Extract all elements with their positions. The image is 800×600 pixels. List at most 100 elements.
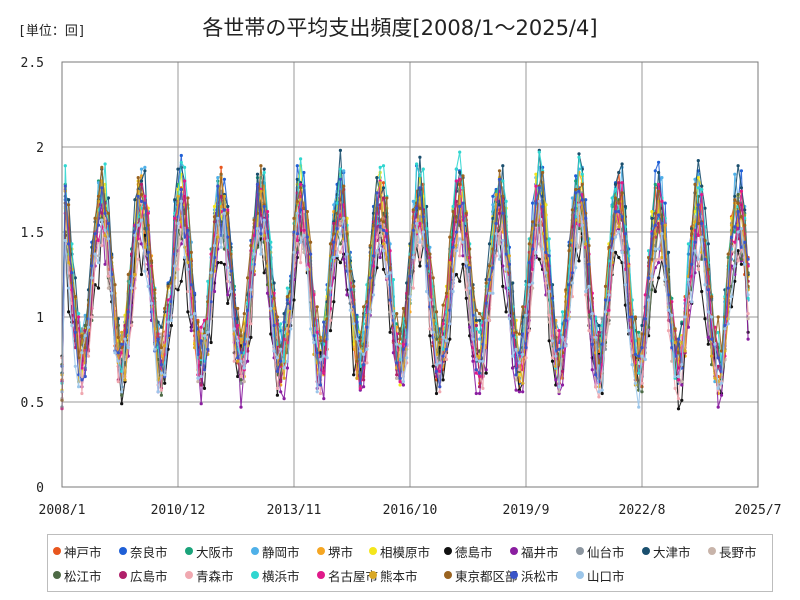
data-point bbox=[318, 339, 323, 343]
data-point bbox=[501, 164, 505, 168]
data-point bbox=[332, 300, 336, 304]
data-point bbox=[464, 211, 468, 215]
data-point bbox=[454, 249, 458, 253]
data-point bbox=[116, 359, 120, 363]
data-point bbox=[603, 310, 608, 314]
data-point bbox=[511, 281, 515, 285]
data-point bbox=[189, 250, 193, 254]
data-point bbox=[418, 206, 422, 210]
data-point bbox=[378, 225, 382, 229]
data-point bbox=[252, 252, 256, 256]
data-point bbox=[285, 359, 289, 363]
data-point bbox=[415, 162, 419, 166]
data-point bbox=[272, 281, 276, 285]
data-point bbox=[418, 215, 422, 219]
data-point bbox=[451, 210, 455, 214]
data-point bbox=[67, 310, 71, 314]
data-point bbox=[733, 194, 737, 198]
data-point bbox=[680, 322, 684, 326]
legend-label: 広島市 bbox=[130, 568, 168, 584]
data-point bbox=[83, 334, 87, 338]
data-point bbox=[322, 371, 326, 375]
data-point bbox=[149, 259, 154, 263]
data-point bbox=[487, 278, 492, 282]
data-point bbox=[487, 318, 492, 322]
data-point bbox=[398, 344, 402, 348]
data-point bbox=[318, 383, 323, 387]
data-point bbox=[130, 286, 134, 290]
data-point bbox=[478, 330, 482, 334]
y-tick-label: 0 bbox=[36, 481, 44, 496]
data-point bbox=[743, 223, 747, 227]
data-point bbox=[133, 233, 137, 237]
data-point bbox=[328, 286, 333, 290]
data-point bbox=[169, 318, 173, 322]
data-point bbox=[434, 310, 439, 314]
data-point bbox=[368, 276, 372, 280]
data-point bbox=[653, 169, 657, 173]
data-point bbox=[173, 198, 177, 202]
legend-item: 大津市 bbox=[642, 542, 691, 560]
data-point bbox=[633, 352, 638, 356]
data-point bbox=[272, 349, 276, 353]
data-point bbox=[736, 201, 740, 205]
data-point bbox=[206, 347, 210, 351]
data-point bbox=[706, 342, 710, 346]
data-point bbox=[133, 272, 137, 277]
data-point bbox=[527, 242, 531, 246]
data-point bbox=[315, 305, 319, 309]
data-point bbox=[418, 257, 422, 261]
data-point bbox=[332, 255, 336, 260]
data-point bbox=[491, 194, 495, 198]
data-point bbox=[186, 228, 190, 232]
data-point bbox=[335, 254, 339, 258]
legend-label: 横浜市 bbox=[262, 568, 300, 584]
data-point bbox=[633, 315, 638, 319]
data-point bbox=[670, 313, 674, 317]
data-point bbox=[381, 196, 386, 200]
data-point bbox=[232, 327, 236, 331]
data-point bbox=[262, 167, 266, 171]
data-point bbox=[444, 339, 449, 343]
data-point bbox=[67, 203, 71, 207]
data-point bbox=[63, 238, 67, 243]
legend: 神戸市 奈良市 大阪市 静岡市 堺市 相模原市 徳島市 福井市 仙台市 大津市 長野市 松江市 広島市 青… bbox=[47, 534, 773, 592]
data-point bbox=[186, 196, 190, 200]
data-point bbox=[328, 329, 333, 333]
data-point bbox=[86, 325, 91, 329]
y-tick-label: 0.5 bbox=[21, 396, 44, 411]
data-point bbox=[272, 296, 276, 300]
data-point bbox=[464, 296, 468, 300]
data-point bbox=[292, 298, 296, 302]
data-point bbox=[428, 334, 432, 338]
data-point bbox=[309, 327, 313, 331]
data-point bbox=[355, 376, 359, 380]
data-point bbox=[365, 347, 369, 351]
data-point bbox=[415, 206, 419, 210]
data-point bbox=[415, 221, 419, 226]
data-point bbox=[617, 201, 621, 205]
data-point bbox=[494, 193, 498, 197]
data-point bbox=[90, 315, 94, 319]
data-point bbox=[657, 276, 661, 280]
data-point bbox=[212, 204, 217, 209]
data-point bbox=[299, 186, 303, 190]
data-point bbox=[471, 359, 475, 363]
data-point bbox=[395, 373, 399, 377]
data-point bbox=[362, 385, 366, 389]
data-point bbox=[739, 189, 744, 193]
data-point bbox=[166, 320, 170, 324]
data-point bbox=[434, 391, 439, 396]
data-point bbox=[398, 337, 402, 341]
data-point bbox=[179, 187, 183, 192]
data-point bbox=[617, 255, 621, 260]
legend-marker bbox=[119, 571, 127, 579]
data-point bbox=[378, 165, 382, 169]
data-point bbox=[352, 322, 356, 326]
data-point bbox=[643, 317, 647, 321]
data-point bbox=[693, 249, 697, 253]
data-point bbox=[80, 351, 84, 355]
data-point bbox=[676, 407, 681, 411]
data-point bbox=[103, 162, 107, 166]
data-point bbox=[219, 204, 223, 209]
